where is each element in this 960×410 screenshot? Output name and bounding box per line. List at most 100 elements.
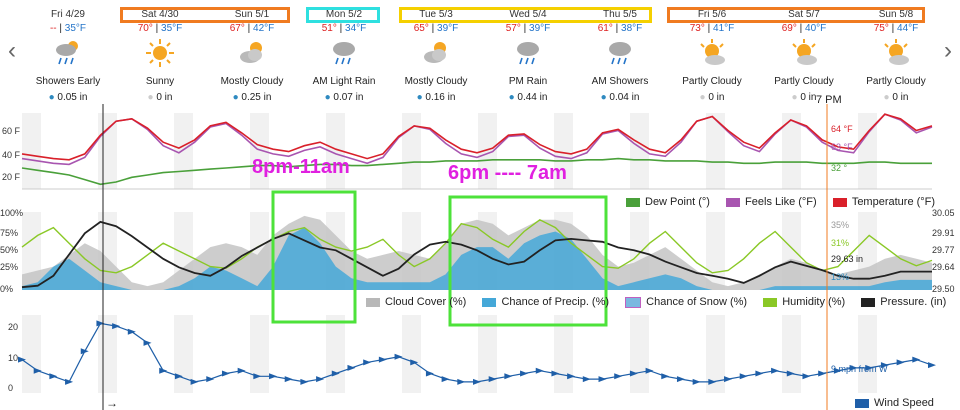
- percent-axis-label: 0%: [0, 284, 14, 294]
- wind-direction-marker: [551, 370, 560, 377]
- day-card[interactable]: Sun 5/1 67° | 42°F Mostly Cloudy ● 0.25 …: [212, 8, 292, 108]
- night-band: [706, 113, 725, 189]
- annotation-6pm-7am: 6pm ---- 7am: [448, 162, 567, 184]
- day-date: Tue 5/3: [419, 9, 453, 20]
- wind-axis-label: 10: [8, 353, 19, 363]
- chevron-right-icon: ›: [944, 37, 952, 64]
- wind-direction-marker: [645, 367, 654, 374]
- day-card[interactable]: Tue 5/3 65° | 39°F Mostly Cloudy ● 0.16 …: [396, 8, 476, 108]
- night-band: [22, 212, 41, 290]
- day-precip-amount: 0.05 in: [57, 92, 88, 103]
- chance-precip-area: [22, 227, 932, 290]
- rain-drop-icon: ●: [48, 92, 55, 103]
- pressure-axis-label: 30.05: [932, 208, 955, 218]
- wind-direction-marker: [614, 373, 623, 380]
- legend-feels-like[interactable]: Feels Like (°F): [745, 196, 817, 208]
- wind-direction-marker: [629, 370, 638, 377]
- day-high: 65°: [413, 23, 429, 34]
- temp-separator: |: [152, 23, 162, 34]
- night-band: [630, 315, 649, 393]
- night-band: [326, 113, 345, 189]
- day-precip-amount: 0 in: [708, 92, 725, 103]
- day-card[interactable]: Fri 4/29 -- | 35°F Showers Early ● 0.05 …: [28, 8, 108, 108]
- wind-direction-marker: [818, 370, 827, 377]
- day-temps: 70° | 35°F: [120, 22, 200, 36]
- day-temps: 65° | 39°F: [396, 22, 476, 36]
- legend-pressure[interactable]: Pressure. (in): [880, 296, 947, 308]
- night-band: [478, 113, 497, 189]
- night-band: [706, 315, 725, 393]
- day-card[interactable]: Sun 5/8 75° | 44°F Partly Cloudy ● 0 in: [856, 8, 936, 108]
- scroll-right-arrow[interactable]: →: [106, 396, 118, 410]
- day-date: Fri 4/29: [51, 9, 85, 20]
- legend-chance-snow[interactable]: Chance of Snow (%): [646, 296, 748, 308]
- day-high: 73°: [689, 23, 705, 34]
- legend-humidity[interactable]: Humidity (%): [782, 296, 846, 308]
- day-precip-amount: 0 in: [156, 92, 173, 103]
- highlight-box-green-2: [448, 195, 608, 327]
- day-temps: 61° | 38°F: [580, 22, 660, 36]
- wind-direction-marker: [159, 367, 168, 374]
- day-condition: Partly Cloudy: [682, 76, 742, 87]
- day-card[interactable]: Fri 5/6 73° | 41°F Partly Cloudy ● 0 in: [672, 8, 752, 108]
- temp-separator: |: [244, 23, 254, 34]
- temperature-line: [21, 113, 933, 161]
- wind-direction-marker: [253, 373, 262, 380]
- day-card[interactable]: Mon 5/2 51° | 34°F AM Light Rain ● 0.07 …: [304, 8, 384, 108]
- day-precip: ● 0 in: [672, 92, 752, 103]
- legend-swatch: [625, 296, 642, 308]
- day-precip-amount: 0.07 in: [333, 92, 364, 103]
- legend-temperature[interactable]: Temperature (°F): [851, 196, 936, 208]
- legend-dew-point[interactable]: Dew Point (°): [645, 196, 710, 208]
- day-temps: -- | 35°F: [28, 22, 108, 36]
- legend-cloud-cover[interactable]: Cloud Cover (%): [385, 296, 467, 308]
- day-temps: 67° | 42°F: [212, 22, 292, 36]
- day-temps: 75° | 44°F: [856, 22, 936, 36]
- legend-chance-precip[interactable]: Chance of Precip. (%): [501, 296, 610, 308]
- day-high: --: [49, 23, 57, 34]
- legend-wind-speed[interactable]: Wind Speed: [874, 397, 934, 409]
- next-days-button[interactable]: ›: [938, 36, 958, 66]
- wind-direction-marker: [771, 367, 780, 374]
- feels-readout: 63 °F: [831, 142, 853, 152]
- wind-direction-marker: [33, 367, 42, 374]
- precip-readout: 13%: [831, 272, 850, 282]
- cloud-readout: 35%: [831, 220, 850, 230]
- night-band: [326, 315, 345, 393]
- day-precip: ● 0 in: [764, 92, 844, 103]
- temp-separator: |: [336, 23, 346, 34]
- day-condition: Partly Cloudy: [866, 76, 926, 87]
- day-low: 35°F: [161, 23, 183, 34]
- day-high: 61°: [597, 23, 613, 34]
- legend-swatch: [366, 297, 380, 307]
- wind-direction-marker: [237, 367, 246, 374]
- cloud-sun-icon: [237, 38, 267, 72]
- day-card[interactable]: Sat 5/7 69° | 40°F Partly Cloudy ● 0 in: [764, 8, 844, 108]
- day-low: 34°F: [345, 23, 367, 34]
- wind-direction-marker: [520, 370, 529, 377]
- pressure-axis-label: 29.77: [932, 245, 955, 255]
- wind-direction-marker: [127, 328, 136, 335]
- wind-direction-marker: [221, 370, 230, 377]
- wind-chart: [18, 315, 936, 393]
- daily-forecast-strip: ‹ › Fri 4/29 -- | 35°F Showers Early ● 0…: [0, 0, 960, 112]
- wind-direction-marker: [300, 378, 309, 385]
- wind-direction-marker: [928, 362, 936, 369]
- wind-direction-marker: [96, 320, 105, 327]
- prev-days-button[interactable]: ‹: [2, 36, 22, 66]
- day-card[interactable]: Wed 5/4 57° | 39°F PM Rain ● 0.44 in: [488, 8, 568, 108]
- wind-direction-marker: [865, 364, 874, 371]
- day-card[interactable]: Thu 5/5 61° | 38°F AM Showers ● 0.04 in: [580, 8, 660, 108]
- night-band: [478, 315, 497, 393]
- day-precip-amount: 0 in: [892, 92, 909, 103]
- day-precip-amount: 0 in: [800, 92, 817, 103]
- highlight-box-orange-1: [120, 7, 290, 23]
- day-high: 67°: [229, 23, 245, 34]
- day-card[interactable]: Sat 4/30 70° | 35°F Sunny ● 0 in: [120, 8, 200, 108]
- sun-icon: [145, 38, 175, 72]
- temp-separator: |: [704, 23, 714, 34]
- day-date: Wed 5/4: [509, 9, 547, 20]
- wind-direction-marker: [410, 359, 419, 366]
- day-condition: PM Rain: [508, 76, 548, 87]
